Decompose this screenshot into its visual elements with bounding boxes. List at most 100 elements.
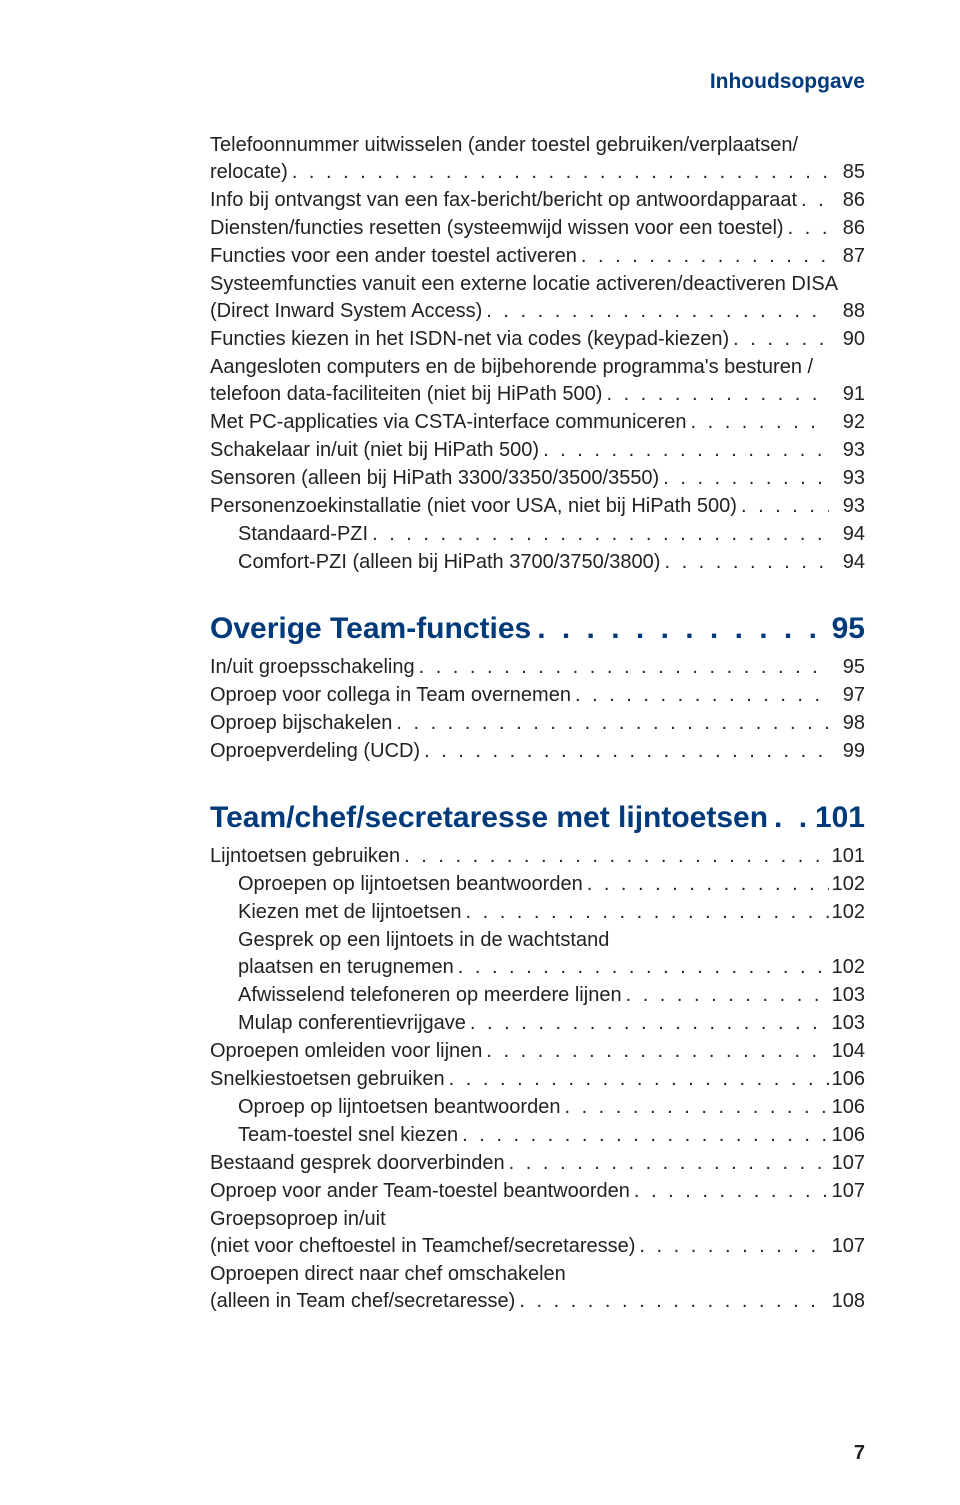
leader-dots: . . . . . . . . . . . . . . . . . . . . …: [635, 1233, 829, 1260]
toc-entry-page: 102: [829, 871, 865, 898]
toc-entry: Diensten/functies resetten (systeemwijd …: [210, 215, 865, 242]
toc-entry-label: Oproep op lijntoetsen beantwoorden: [238, 1094, 560, 1121]
toc-entry: (niet voor cheftoestel in Teamchef/secre…: [210, 1233, 865, 1260]
toc-entry-page: 99: [829, 738, 865, 765]
toc-entry-label: plaatsen en terugnemen: [238, 954, 454, 981]
section-page: 95: [832, 612, 865, 646]
toc-entry: Functies kiezen in het ISDN-net via code…: [210, 326, 865, 353]
section-heading-team-functies: Overige Team-functies . . . . . . . . . …: [210, 612, 865, 646]
toc-entry: Oproepverdeling (UCD) . . . . . . . . . …: [210, 738, 865, 765]
toc-entry-label: Bestaand gesprek doorverbinden: [210, 1150, 505, 1177]
toc-entry-label: Comfort-PZI (alleen bij HiPath 3700/3750…: [238, 549, 660, 576]
leader-dots: . . . . . . . . . . . . . . . . . . . . …: [729, 326, 829, 353]
toc-entry-label: Kiezen met de lijntoetsen: [238, 899, 461, 926]
toc-entry: Oproepen omleiden voor lijnen . . . . . …: [210, 1038, 865, 1065]
toc-entry-page: 102: [829, 954, 865, 981]
toc-entry-label: Snelkiestoetsen gebruiken: [210, 1066, 445, 1093]
toc-block-2: In/uit groepsschakeling . . . . . . . . …: [210, 654, 865, 765]
toc-entry: Lijntoetsen gebruiken . . . . . . . . . …: [210, 843, 865, 870]
toc-entry: Functies voor een ander toestel activere…: [210, 243, 865, 270]
toc-entry-label: Sensoren (alleen bij HiPath 3300/3350/35…: [210, 465, 659, 492]
toc-entry-page: 97: [829, 682, 865, 709]
toc-entry-line: Systeemfuncties vanuit een externe locat…: [210, 271, 865, 298]
toc-entry-page: 107: [829, 1233, 865, 1260]
toc-entry-page: 86: [829, 187, 865, 214]
leader-dots: . . . . . . . . . . . . . . . . . . . . …: [445, 1066, 829, 1093]
leader-dots: . . . . . . . . . . . . . . . . . . . . …: [415, 654, 829, 681]
toc-entry-page: 104: [829, 1038, 865, 1065]
toc-entry-line: Gesprek op een lijntoets in de wachtstan…: [210, 927, 865, 954]
page-number: 7: [854, 1442, 865, 1465]
toc-entry-label: Oproepen omleiden voor lijnen: [210, 1038, 482, 1065]
toc-entry: Oproep op lijntoetsen beantwoorden . . .…: [210, 1094, 865, 1121]
toc-entry-page: 103: [829, 982, 865, 1009]
toc-entry-label: In/uit groepsschakeling: [210, 654, 415, 681]
toc-entry-page: 94: [829, 549, 865, 576]
toc-entry-page: 102: [829, 899, 865, 926]
toc-entry-label: Afwisselend telefoneren op meerdere lijn…: [238, 982, 622, 1009]
section-heading-lijntoetsen: Team/chef/secretaresse met lijntoetsen .…: [210, 801, 865, 835]
leader-dots: . . . . . . . . . . . . . . . . . . . . …: [505, 1150, 829, 1177]
toc-entry-page: 107: [829, 1150, 865, 1177]
toc-entry-label: (alleen in Team chef/secretaresse): [210, 1288, 515, 1315]
toc-entry-label: Oproep bijschakelen: [210, 710, 392, 737]
toc-entry: (Direct Inward System Access) . . . . . …: [210, 298, 865, 325]
leader-dots: . . . . . . . . . . . . . . . . . . . . …: [539, 437, 829, 464]
toc-entry: Personenzoekinstallatie (niet voor USA, …: [210, 493, 865, 520]
toc-entry-page: 85: [829, 159, 865, 186]
leader-dots: . . . . . . . . . . . . . . . . . . . . …: [458, 1122, 829, 1149]
toc-entry: Sensoren (alleen bij HiPath 3300/3350/35…: [210, 465, 865, 492]
toc-entry-page: 94: [829, 521, 865, 548]
toc-entry-label: Standaard-PZI: [238, 521, 368, 548]
toc-entry-label: Oproepen op lijntoetsen beantwoorden: [238, 871, 583, 898]
toc-entry-label: Team-toestel snel kiezen: [238, 1122, 458, 1149]
toc-entry-page: 103: [829, 1010, 865, 1037]
leader-dots: . . . . . . . . . . . . . . . . . . . . …: [461, 899, 829, 926]
toc-entry-page: 107: [829, 1178, 865, 1205]
toc-entry: Oproep voor collega in Team overnemen . …: [210, 682, 865, 709]
toc-entry-page: 87: [829, 243, 865, 270]
toc-entry: (alleen in Team chef/secretaresse) . . .…: [210, 1288, 865, 1315]
leader-dots: . . . . . . . . . . . . . . .: [768, 801, 815, 835]
toc-entry: relocate) . . . . . . . . . . . . . . . …: [210, 159, 865, 186]
toc-entry-page: 106: [829, 1066, 865, 1093]
leader-dots: . . . . . . . . . . . . . . . . . . . . …: [737, 493, 829, 520]
toc-entry-label: Functies kiezen in het ISDN-net via code…: [210, 326, 729, 353]
section-title: Team/chef/secretaresse met lijntoetsen: [210, 801, 768, 835]
toc-entry-label: Oproep voor ander Team-toestel beantwoor…: [210, 1178, 630, 1205]
toc-entry: Met PC-applicaties via CSTA-interface co…: [210, 409, 865, 436]
toc-block-3: Lijntoetsen gebruiken . . . . . . . . . …: [210, 843, 865, 1315]
toc-entry-label: Schakelaar in/uit (niet bij HiPath 500): [210, 437, 539, 464]
toc-entry-page: 108: [829, 1288, 865, 1315]
leader-dots: . . . . . . . . . . . . . . . . . . . . …: [630, 1178, 829, 1205]
section-page: 101: [815, 801, 865, 835]
leader-dots: . . . . . . . . . . . . . . . . . . . . …: [288, 159, 829, 186]
leader-dots: . . . . . . . . . . . . . . . . . . . . …: [660, 549, 829, 576]
leader-dots: . . . . . . . . . . . . . . . . . . . . …: [515, 1288, 829, 1315]
toc-entry-page: 86: [829, 215, 865, 242]
leader-dots: . . . . . . . . . . . . . . . . . . . . …: [482, 1038, 829, 1065]
leader-dots: . . . . . . . . . . . . . . . . . . . . …: [368, 521, 829, 548]
toc-entry: Kiezen met de lijntoetsen . . . . . . . …: [210, 899, 865, 926]
leader-dots: . . . . . . . . . . . . . . . . . . . . …: [622, 982, 829, 1009]
leader-dots: . . . . . . . . . . . . . . . . . . . . …: [602, 381, 829, 408]
leader-dots: . . . . . . . . . . . . . . . . . . . . …: [659, 465, 829, 492]
toc-entry: Schakelaar in/uit (niet bij HiPath 500) …: [210, 437, 865, 464]
toc-entry-label: (niet voor cheftoestel in Teamchef/secre…: [210, 1233, 635, 1260]
leader-dots: . . . . . . . . . . . . . . . . . . . . …: [797, 187, 829, 214]
toc-entry-label: Lijntoetsen gebruiken: [210, 843, 400, 870]
leader-dots: . . . . . . . . . . . . . . . . . . . . …: [392, 710, 829, 737]
toc-entry-label: Oproepverdeling (UCD): [210, 738, 420, 765]
toc-entry-line: Telefoonnummer uitwisselen (ander toeste…: [210, 132, 865, 159]
toc-entry-line: Oproepen direct naar chef omschakelen: [210, 1261, 865, 1288]
toc-entry: Snelkiestoetsen gebruiken . . . . . . . …: [210, 1066, 865, 1093]
toc-entry-line: Aangesloten computers en de bijbehorende…: [210, 354, 865, 381]
toc-entry-label: Diensten/functies resetten (systeemwijd …: [210, 215, 784, 242]
toc-entry: Mulap conferentievrijgave . . . . . . . …: [210, 1010, 865, 1037]
toc-entry-page: 91: [829, 381, 865, 408]
toc-entry: Standaard-PZI . . . . . . . . . . . . . …: [210, 521, 865, 548]
toc-entry-page: 101: [829, 843, 865, 870]
toc-entry-label: Personenzoekinstallatie (niet voor USA, …: [210, 493, 737, 520]
toc-entry: Team-toestel snel kiezen . . . . . . . .…: [210, 1122, 865, 1149]
toc-entry-page: 93: [829, 493, 865, 520]
